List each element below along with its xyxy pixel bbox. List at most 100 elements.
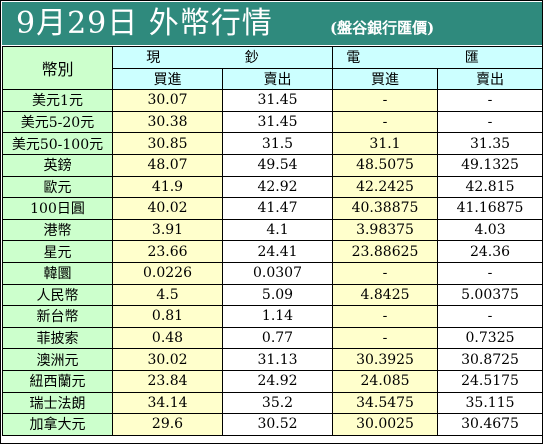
transfer-buy-value: 42.2425: [332, 175, 439, 199]
transfer-buy-value: -: [332, 261, 439, 285]
table-row: 菲披索 0.48 0.77-0.7325: [2, 326, 543, 350]
table-row: 新台幣 0.81 1.14- -: [2, 305, 543, 328]
cash-buy-value: 40.02: [112, 197, 223, 220]
table-row: 澳洲元 30.02 31.13 30.3925 30.8725: [2, 348, 543, 371]
table-row: 瑞士法朗 34.14 35.2 34.5475 35.115: [2, 391, 543, 415]
currency-name: 瑞士法朗: [2, 391, 113, 415]
currency-column-header: 幣別: [2, 45, 113, 91]
cash-buy-value: 48.07: [112, 153, 223, 177]
title-bar: 9月29日 外幣行情 (盤谷銀行匯價): [2, 2, 542, 45]
cash-sell-value: 49.54: [221, 153, 334, 177]
table-row: 港幣 3.91 4.1 3.98375 4.03: [2, 218, 543, 242]
currency-name: 英鎊: [2, 153, 113, 177]
currency-name: 美元50-100元: [2, 132, 113, 155]
header-row-sub: 買進 賣出 買進 賣出: [3, 67, 543, 91]
table-row: 歐元 41.9 42.92 42.2425 42.815: [2, 175, 543, 199]
cash-sell-value: 24.41: [221, 240, 334, 263]
currency-name: 港幣: [2, 218, 113, 242]
transfer-sell-value: 42.815: [437, 175, 543, 199]
currency-name: 韓圜: [2, 261, 113, 285]
transfer-buy-value: -: [332, 305, 439, 328]
cash-buy-value: 23.84: [112, 369, 223, 393]
rate-table: 幣別 現 鈔 電 匯 買進 賣出 買進 賣出 美元1元 30.07 31.45- - 美…: [2, 45, 543, 436]
cash-sell-value: 1.14: [221, 305, 334, 328]
cash-sell-value: 30.52: [221, 413, 334, 436]
transfer-buy-value: 24.085: [332, 369, 439, 393]
transfer-sell-value: -: [437, 261, 543, 285]
table-row: 加拿大元 29.6 30.52 30.0025 30.4675: [2, 413, 543, 436]
table-row: 美元50-100元 30.85 31.5 31.1 31.35: [2, 132, 543, 155]
source-note: (盤谷銀行匯價): [330, 19, 435, 37]
transfer-sell-header: 賣出: [437, 67, 543, 91]
table-row: 星元 23.66 24.41 23.88625 24.36: [2, 240, 543, 263]
cash-sell-value: 0.0307: [221, 261, 334, 285]
transfer-sell-value: 35.115: [437, 391, 543, 415]
transfer-sell-value: 30.8725: [437, 348, 543, 371]
cash-buy-value: 4.5: [112, 283, 223, 307]
cash-sell-value: 31.5: [221, 132, 334, 155]
table-row: 韓圜 0.0226 0.0307- -: [2, 261, 543, 285]
table-row: 美元1元 30.07 31.45- -: [2, 89, 543, 112]
transfer-buy-header: 買進: [332, 67, 439, 91]
transfer-buy-value: 4.8425: [332, 283, 439, 307]
transfer-sell-value: 24.36: [437, 240, 543, 263]
transfer-sell-value: 24.5175: [437, 369, 543, 393]
cash-sell-value: 41.47: [221, 197, 334, 220]
cash-sell-header: 賣出: [221, 67, 334, 91]
page-title: 9月29日 外幣行情: [16, 6, 273, 41]
cash-buy-value: 41.9: [112, 175, 223, 199]
transfer-sell-value: 31.35: [437, 132, 543, 155]
table-row: 美元5-20元 30.38 31.45- -: [2, 110, 543, 134]
transfer-buy-value: -: [332, 89, 439, 112]
cash-buy-value: 3.91: [112, 218, 223, 242]
header-row-top: 幣別 現 鈔 電 匯: [2, 45, 543, 91]
transfer-buy-value: 40.38875: [332, 197, 439, 220]
cash-sell-value: 31.13: [221, 348, 334, 371]
cash-sell-value: 0.77: [221, 326, 334, 350]
transfer-sell-value: 5.00375: [437, 283, 543, 307]
cash-sell-value: 42.92: [221, 175, 334, 199]
currency-name: 加拿大元: [2, 413, 113, 436]
table-row: 英鎊 48.07 49.54 48.5075 49.1325: [2, 153, 543, 177]
currency-name: 澳洲元: [2, 348, 113, 371]
currency-name: 100日圓: [2, 197, 113, 220]
cash-buy-value: 30.07: [112, 89, 223, 112]
table-row: 紐西蘭元 23.84 24.92 24.085 24.5175: [2, 369, 543, 393]
currency-name: 美元1元: [2, 89, 113, 112]
transfer-sell-value: -: [437, 305, 543, 328]
currency-name: 新台幣: [2, 305, 113, 328]
cash-buy-value: 0.0226: [112, 261, 223, 285]
cash-buy-value: 30.02: [112, 348, 223, 371]
transfer-sell-value: 49.1325: [437, 153, 543, 177]
transfer-buy-value: 31.1: [332, 132, 439, 155]
currency-name: 菲披索: [2, 326, 113, 350]
cash-buy-header: 買進: [112, 67, 223, 91]
cash-group-header: 現 鈔: [111, 46, 334, 69]
currency-name: 歐元: [2, 175, 113, 199]
transfer-sell-value: 4.03: [437, 218, 543, 242]
currency-name: 星元: [2, 240, 113, 263]
transfer-sell-value: -: [437, 110, 543, 134]
transfer-sell-value: 30.4675: [437, 413, 543, 436]
currency-name: 紐西蘭元: [2, 369, 113, 393]
cash-sell-value: 31.45: [221, 110, 334, 134]
cash-buy-value: 0.81: [112, 305, 223, 328]
transfer-group-header: 電 匯: [332, 46, 543, 69]
cash-buy-value: 30.85: [112, 132, 223, 155]
cash-sell-value: 24.92: [221, 369, 334, 393]
cash-buy-value: 29.6: [112, 413, 223, 436]
cash-buy-value: 30.38: [112, 110, 223, 134]
cash-buy-value: 23.66: [112, 240, 223, 263]
cash-sell-value: 35.2: [221, 391, 334, 415]
transfer-buy-value: 34.5475: [332, 391, 439, 415]
table-row: 人民幣 4.5 5.09 4.8425 5.00375: [2, 283, 543, 307]
table-row: 100日圓 40.02 41.47 40.38875 41.16875: [2, 197, 543, 220]
transfer-buy-value: 30.0025: [332, 413, 439, 436]
currency-name: 美元5-20元: [2, 110, 113, 134]
transfer-buy-value: 3.98375: [332, 218, 439, 242]
transfer-buy-value: 23.88625: [332, 240, 439, 263]
currency-name: 人民幣: [2, 283, 113, 307]
cash-sell-value: 5.09: [221, 283, 334, 307]
cash-buy-value: 0.48: [112, 326, 223, 350]
